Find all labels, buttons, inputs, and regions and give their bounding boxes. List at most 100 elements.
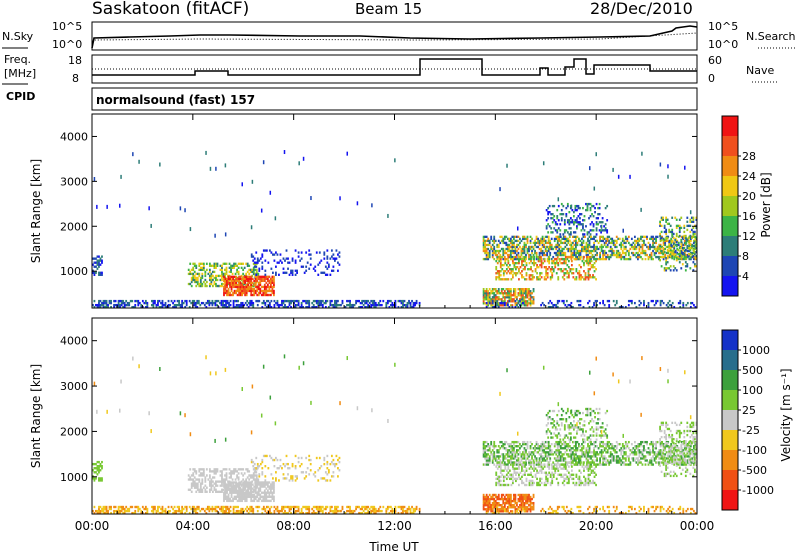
velocity-cell xyxy=(229,497,231,501)
velocity-cell xyxy=(517,453,520,456)
power-cell xyxy=(499,301,502,305)
power-cell xyxy=(519,290,521,293)
power-cell xyxy=(251,289,254,293)
power-cell xyxy=(652,257,654,261)
power-cell xyxy=(584,249,586,253)
power-cell xyxy=(538,241,541,245)
velocity-cell xyxy=(561,459,564,462)
power-cell xyxy=(578,255,580,259)
velocity-cell xyxy=(196,482,199,485)
power-cell xyxy=(547,249,550,253)
power-cell xyxy=(488,288,491,291)
velocity-cell xyxy=(347,505,350,509)
velocity-cell xyxy=(263,485,266,488)
power-cell xyxy=(291,273,294,276)
velocity-cell xyxy=(240,511,243,514)
power-cell xyxy=(273,253,276,256)
power-cell xyxy=(346,303,348,307)
power-cell xyxy=(562,235,565,239)
power-cell xyxy=(641,245,644,249)
velocity-cell xyxy=(365,511,368,514)
velocity-cell xyxy=(508,455,511,458)
power-cell xyxy=(683,226,686,230)
velocity-cell xyxy=(576,455,579,458)
power-cell xyxy=(272,283,275,287)
power-cell xyxy=(602,253,605,257)
power-cell xyxy=(638,247,641,251)
velocity-cell xyxy=(157,507,159,511)
velocity-cell xyxy=(306,511,309,514)
power-cell xyxy=(647,303,650,307)
power-cell xyxy=(524,266,526,269)
power-cell xyxy=(665,232,668,236)
velocity-cell xyxy=(238,487,241,490)
velocity-cell xyxy=(98,511,100,514)
power-cell xyxy=(508,263,511,267)
velocity-cell xyxy=(255,505,258,509)
power-cell xyxy=(332,265,335,268)
velocity-cell xyxy=(308,454,311,458)
velocity-cell xyxy=(534,445,536,448)
power-cell xyxy=(600,235,603,239)
power-cell xyxy=(335,305,338,308)
velocity-cell xyxy=(102,511,105,514)
velocity-cell xyxy=(256,495,259,498)
power-cell xyxy=(137,299,140,303)
velocity-cell xyxy=(208,468,211,471)
power-cell xyxy=(646,253,648,257)
velocity-cell xyxy=(176,505,179,509)
power-cell xyxy=(505,243,508,247)
power-cell xyxy=(485,235,488,239)
power-cell xyxy=(114,299,117,303)
velocity-cell xyxy=(204,484,207,487)
velocity-cell xyxy=(192,484,195,487)
power-cell xyxy=(160,301,162,305)
power-cell xyxy=(300,251,303,254)
power-cell xyxy=(517,294,520,297)
power-cell xyxy=(584,276,587,279)
power-cell xyxy=(320,299,323,303)
power-cell xyxy=(248,287,251,291)
velocity-cell xyxy=(391,511,394,514)
power-cell xyxy=(516,298,518,301)
power-cell xyxy=(693,263,696,266)
power-cell xyxy=(327,265,330,268)
power-cell xyxy=(540,276,543,279)
power-cell xyxy=(255,273,258,276)
power-cell xyxy=(237,303,240,307)
power-cell xyxy=(394,299,397,303)
power-cell xyxy=(190,280,193,284)
power-cell xyxy=(362,299,365,303)
power-cell xyxy=(509,257,512,261)
power-cell xyxy=(482,249,485,253)
velocity-cell xyxy=(559,459,562,462)
power-cell xyxy=(484,247,487,251)
power-cell xyxy=(198,272,201,276)
velocity-cell xyxy=(249,509,252,513)
power-cell xyxy=(523,298,526,301)
velocity-cell xyxy=(232,509,235,513)
power-cell xyxy=(665,303,668,307)
velocity-cell xyxy=(276,507,279,511)
power-cell xyxy=(524,278,526,281)
power-cell xyxy=(599,255,602,259)
velocity-cell xyxy=(579,463,582,466)
power-cell xyxy=(388,299,391,303)
velocity-cell xyxy=(284,465,286,468)
power-cell xyxy=(589,223,592,226)
power-cell xyxy=(600,224,603,229)
velocity-cell xyxy=(211,505,214,509)
power-cell xyxy=(225,262,228,265)
power-cell xyxy=(414,301,416,305)
power-cell xyxy=(526,241,529,245)
power-cell xyxy=(503,255,506,259)
power-cell xyxy=(102,301,105,305)
velocity-cell xyxy=(493,463,496,466)
power-cell xyxy=(603,303,606,307)
power-cell xyxy=(644,249,647,253)
power-cell xyxy=(371,303,374,307)
power-cell xyxy=(93,257,96,260)
velocity-cell xyxy=(198,488,201,491)
power-cell xyxy=(640,235,642,239)
power-cell xyxy=(248,285,251,289)
